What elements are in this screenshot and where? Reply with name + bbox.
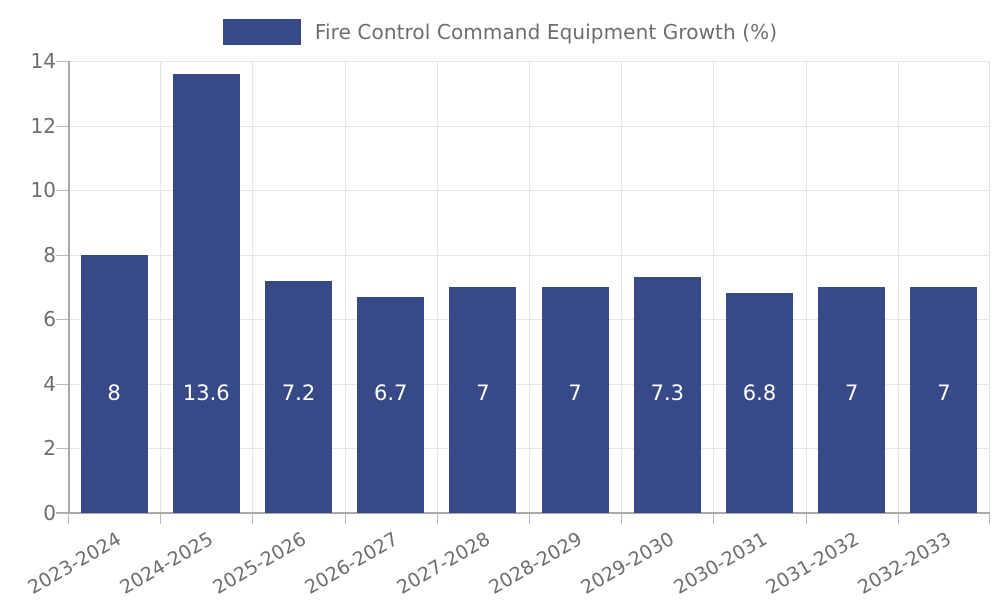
y-tick-label: 12 — [30, 113, 56, 138]
y-axis-ticks: 0 2 4 6 8 10 12 14 — [0, 0, 68, 600]
y-tick-mark — [56, 448, 68, 450]
x-tick-mark — [436, 514, 438, 524]
bar[interactable]: 7 — [449, 287, 517, 513]
bar-value-label: 8 — [107, 380, 121, 405]
bar-value-label: 7 — [845, 381, 859, 405]
chart-legend: Fire Control Command Equipment Growth (%… — [0, 14, 1000, 50]
x-tick-mark — [160, 514, 162, 524]
x-tick-mark — [68, 514, 69, 524]
vertical-gridline — [621, 61, 623, 513]
y-tick-mark — [56, 383, 68, 385]
y-tick-mark — [56, 61, 68, 62]
y-tick-mark — [56, 254, 68, 256]
bar[interactable]: 8 — [80, 254, 148, 513]
y-tick-mark — [56, 125, 68, 127]
bar-value-label: 6.8 — [742, 380, 777, 405]
vertical-gridline — [897, 61, 899, 513]
y-tick-mark — [56, 319, 68, 321]
x-tick-mark — [252, 514, 254, 524]
bar-value-label: 6.7 — [373, 380, 408, 405]
y-tick-label: 8 — [43, 242, 56, 267]
bar-value-label: 7.2 — [281, 380, 316, 405]
legend-color-swatch — [222, 19, 301, 45]
y-tick-label: 0 — [43, 501, 56, 525]
bar[interactable]: 6.8 — [726, 293, 793, 513]
vertical-gridline — [529, 61, 530, 513]
bar[interactable]: 13.6 — [172, 73, 240, 513]
y-tick-label: 2 — [43, 436, 56, 461]
bar-value-label: 7 — [937, 381, 951, 405]
y-tick-mark — [56, 513, 68, 514]
x-tick-mark — [805, 514, 807, 524]
legend-label: Fire Control Command Equipment Growth (%… — [314, 20, 778, 44]
y-tick-label: 6 — [43, 307, 56, 332]
y-tick-label: 14 — [30, 49, 56, 73]
x-tick-mark — [344, 514, 346, 524]
vertical-gridline — [989, 61, 990, 513]
x-tick-mark — [529, 514, 530, 524]
y-axis-spine — [68, 61, 70, 513]
x-tick-mark — [621, 514, 623, 524]
bar-value-label: 7 — [476, 381, 490, 405]
x-axis-spine — [56, 512, 990, 514]
y-tick-mark — [56, 190, 68, 192]
bar-value-label: 13.6 — [182, 380, 230, 405]
vertical-gridline — [713, 61, 715, 513]
bar-value-label: 7 — [568, 381, 582, 405]
bar[interactable]: 7 — [541, 287, 609, 513]
x-tick-mark — [989, 514, 990, 524]
y-tick-label: 4 — [43, 371, 56, 396]
vertical-gridline — [160, 61, 162, 513]
bar[interactable]: 7 — [818, 287, 886, 513]
vertical-gridline — [344, 61, 346, 513]
bar-value-label: 7.3 — [650, 380, 684, 405]
x-tick-mark — [713, 514, 715, 524]
vertical-gridline — [252, 61, 254, 513]
bar[interactable]: 6.7 — [357, 296, 425, 513]
y-tick-label: 10 — [30, 178, 56, 203]
vertical-gridline — [436, 61, 438, 513]
x-tick-mark — [897, 514, 899, 524]
vertical-gridline — [805, 61, 807, 513]
bar[interactable]: 7.3 — [633, 277, 701, 513]
plot-area — [68, 61, 990, 514]
bar[interactable]: 7 — [910, 287, 978, 513]
bar[interactable]: 7.2 — [265, 280, 332, 513]
